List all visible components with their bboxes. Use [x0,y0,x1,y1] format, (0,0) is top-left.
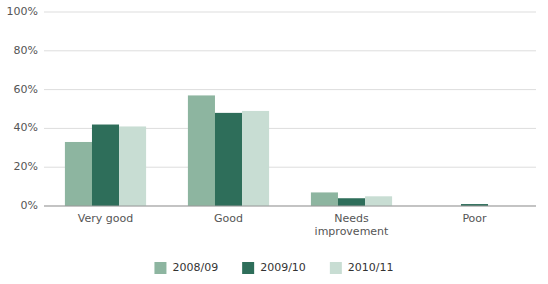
legend-label: 2009/10 [260,261,306,274]
bar [65,142,92,206]
chart: 0% 20% 40% 60% 80% 100% Very good Good Needsimpr… [0,0,548,284]
x-tick-line: Needs [334,212,369,225]
x-tick-label: Poor [462,212,487,225]
legend-label: 2008/09 [172,261,218,274]
bar [338,198,365,206]
bar [119,126,146,206]
legend: 2008/09 2009/10 2010/11 [154,261,393,274]
bar [365,196,392,206]
x-tick-line: Good [214,212,243,225]
legend-swatch [330,262,342,274]
grid-line [44,89,536,90]
bar [188,95,215,206]
x-axis-line [44,206,536,207]
bar [311,192,338,206]
x-tick-label: Needsimprovement [315,212,389,238]
x-tick-line: Very good [78,212,133,225]
bar [92,125,119,206]
grid-line [44,50,536,51]
y-tick-label: 0% [21,199,38,212]
x-tick-line: improvement [315,225,389,238]
grid-line [44,206,536,207]
y-tick-label: 40% [14,121,38,134]
x-tick-label: Good [214,212,243,225]
legend-swatch [154,262,166,274]
bar [242,111,269,206]
grid-line [44,12,536,13]
y-tick-label: 80% [14,44,38,57]
x-tick-line: Poor [462,212,487,225]
y-tick-label: 60% [14,83,38,96]
y-tick-label: 100% [7,5,38,18]
legend-swatch [242,262,254,274]
x-tick-label: Very good [78,212,133,225]
bar [215,113,242,206]
bars [65,95,488,206]
legend-label: 2010/11 [348,261,394,274]
y-tick-label: 20% [14,160,38,173]
